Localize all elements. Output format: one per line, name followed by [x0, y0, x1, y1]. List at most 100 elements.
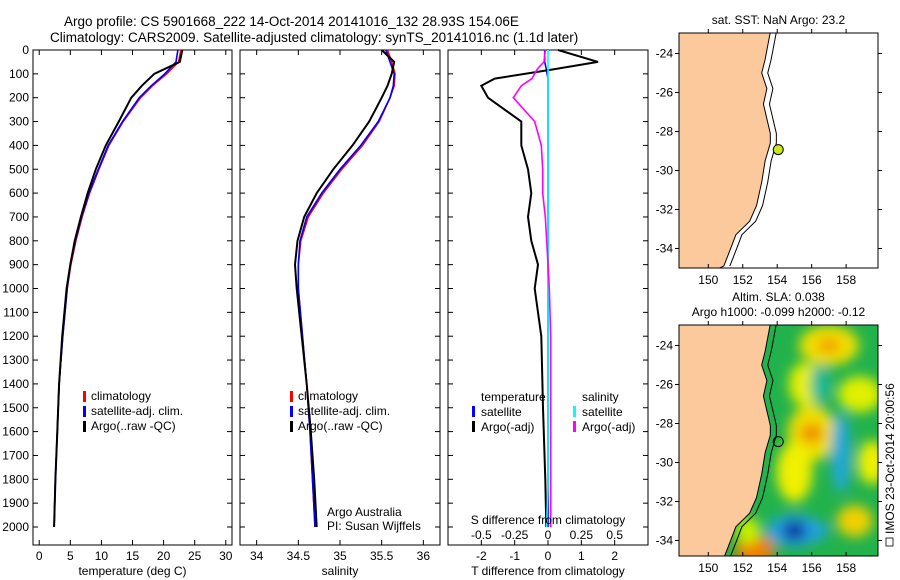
figure-title-line2: Climatology: CARS2009. Satellite-adjuste… — [50, 30, 579, 45]
sla-anomaly — [830, 412, 851, 493]
map-content — [679, 33, 777, 268]
legend-swatch — [472, 421, 475, 432]
legend-label: Argo(..raw -QC) — [91, 419, 176, 433]
y-tick-label: 200 — [9, 91, 29, 105]
map-title-sla: Altim. SLA: 0.038 — [732, 290, 825, 304]
legend-label: Argo(-adj) — [481, 420, 534, 434]
y-tick-label: 1600 — [2, 425, 29, 439]
imos-credit: IMOS 23-Oct-2014 20:00:56 — [883, 383, 897, 534]
x-tick-label: 25 — [188, 549, 202, 563]
y-tick-label: 1900 — [2, 496, 29, 510]
plot-frame — [239, 49, 441, 546]
x2-tick-label: 0.5 — [606, 528, 623, 542]
legend-label: satellite — [582, 405, 623, 419]
y-tick-label: 1800 — [2, 472, 29, 486]
legend-swatch — [573, 406, 576, 417]
chart-salinity: 34 34.5 35 35.5 36 salinity climatologysatelli… — [239, 49, 441, 578]
annotation-text: PI: Susan Wijffels — [327, 519, 421, 533]
x2-tick-label: 0 — [545, 528, 552, 542]
legend-title-salinity: salinity — [582, 390, 619, 404]
y-tick-label: 900 — [9, 258, 29, 272]
y-tick-label: 2000 — [2, 520, 29, 534]
land-australia — [679, 325, 771, 556]
x-tick-label: 36 — [417, 549, 431, 563]
legend-label: satellite — [481, 405, 522, 419]
lon-tick-label: 158 — [836, 561, 856, 575]
map-title-height: Argo h1000: -0.099 h2000: -0.12 — [692, 305, 866, 319]
y-tick-label: 1300 — [2, 353, 29, 367]
x-tick-label: 34 — [250, 549, 264, 563]
y-tick-label: 1700 — [2, 448, 29, 462]
y-tick-label: 300 — [9, 115, 29, 129]
x-tick-label: 2 — [611, 549, 618, 563]
y-tick-label: 800 — [9, 234, 29, 248]
series-line — [53, 49, 184, 528]
y-tick-label: 1200 — [2, 329, 29, 343]
legend-swatch — [573, 421, 576, 432]
x-tick-label: 1 — [578, 549, 585, 563]
legend-label: satellite-adj. clim. — [91, 404, 183, 418]
sla-anomaly — [810, 364, 831, 405]
series-line — [512, 49, 552, 527]
legend-label: Argo(..raw -QC) — [298, 419, 383, 433]
y-tick-label: 400 — [9, 138, 29, 152]
y-tick-label: 1000 — [2, 282, 29, 296]
series-line — [479, 49, 599, 528]
lon-tick-label: 156 — [802, 273, 822, 287]
legend-swatch — [290, 406, 293, 417]
legend-label: satellite-adj. clim. — [298, 404, 390, 418]
lat-tick-label: -26 — [656, 85, 674, 99]
x-axis-label: T difference from climatology — [471, 564, 625, 578]
lat-tick-label: -24 — [656, 46, 674, 60]
y-tick-label: 0 — [22, 43, 29, 57]
imos-logo-icon — [885, 537, 894, 547]
lon-tick-label: 150 — [698, 273, 718, 287]
lat-tick-label: -24 — [656, 338, 674, 352]
x2-axis-label: S difference from climatology — [471, 513, 626, 527]
legend-swatch — [290, 391, 293, 402]
sla-anomaly — [776, 442, 813, 503]
figure-title-line1: Argo profile: CS 5901668_222 14-Oct-2014… — [64, 14, 519, 29]
series-line — [293, 49, 396, 528]
x-tick-label: 20 — [157, 549, 171, 563]
sla-anomaly — [782, 520, 807, 541]
legend-title-temperature: temperature — [481, 390, 546, 404]
y-tick-label: 1500 — [2, 401, 29, 415]
y-tick-label: 700 — [9, 210, 29, 224]
lat-tick-label: -30 — [656, 455, 674, 469]
x-tick-label: 15 — [126, 549, 140, 563]
lat-tick-label: -34 — [656, 241, 674, 255]
x-tick-label: 30 — [219, 549, 233, 563]
x-tick-label: 34.5 — [287, 549, 311, 563]
x-tick-label: 10 — [95, 549, 109, 563]
lat-tick-label: -32 — [656, 202, 674, 216]
lon-tick-label: 150 — [698, 561, 718, 575]
sla-anomaly — [836, 504, 873, 537]
lat-tick-label: -28 — [656, 124, 674, 138]
series-line — [545, 50, 549, 528]
lat-tick-label: -30 — [656, 163, 674, 177]
sla-anomaly — [857, 440, 878, 485]
sla-anomaly — [799, 423, 824, 444]
legend-label: climatology — [91, 389, 151, 403]
x-tick-label: 35 — [333, 549, 347, 563]
y-tick-label: 1100 — [3, 305, 29, 319]
x-tick-label: 35.5 — [370, 549, 394, 563]
lat-tick-label: -26 — [656, 377, 674, 391]
legend-label: climatology — [298, 389, 358, 403]
lon-tick-label: 152 — [733, 273, 753, 287]
land-australia — [679, 33, 771, 268]
y-tick-label: 600 — [9, 186, 29, 200]
annotation-text: Argo Australia — [327, 505, 402, 519]
x-tick-label: 0 — [545, 549, 552, 563]
lat-tick-label: -28 — [656, 416, 674, 430]
plot-frame — [32, 49, 233, 546]
x-axis-label: temperature (deg C) — [78, 564, 186, 578]
x-axis-label: salinity — [322, 564, 359, 578]
sla-anomaly — [735, 516, 760, 545]
sla-blobs — [734, 325, 878, 556]
x-tick-label: -2 — [476, 549, 487, 563]
